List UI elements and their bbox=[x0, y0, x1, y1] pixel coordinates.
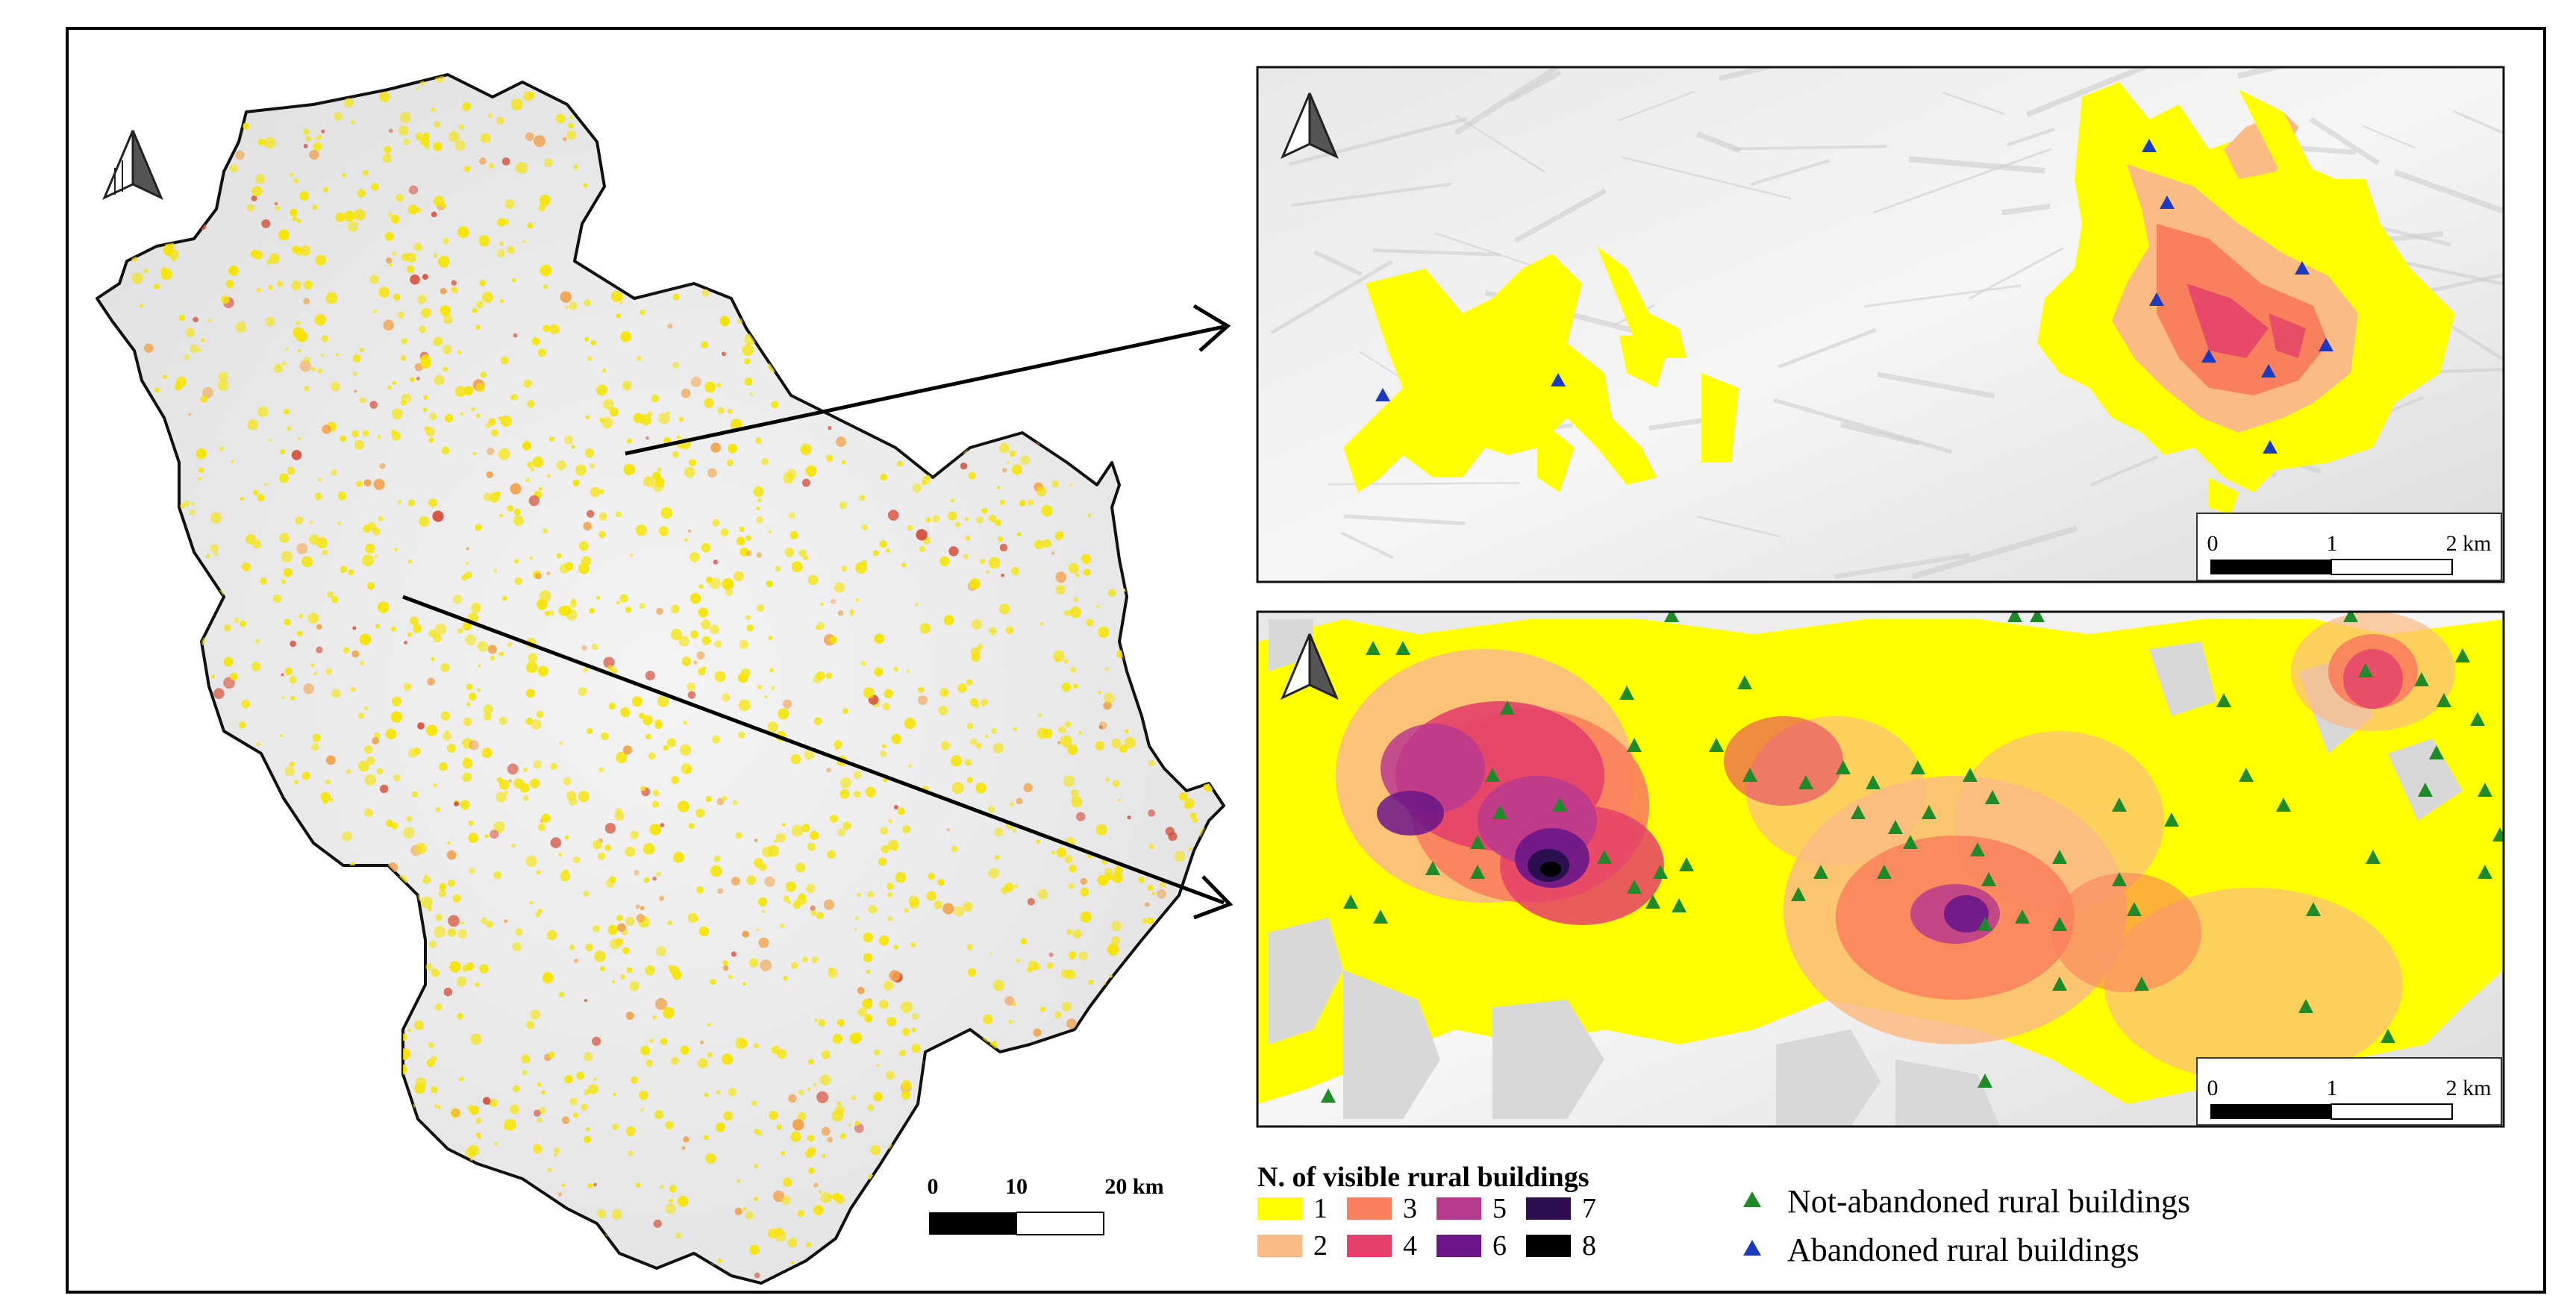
connector-arrow-top bbox=[625, 304, 1231, 456]
bottom-scale-label-mid: 1 bbox=[2327, 1076, 2338, 1100]
scale-label-end: 20 km bbox=[1104, 1174, 1163, 1199]
legend-class-4: 4 bbox=[1347, 1230, 1417, 1262]
figure-frame bbox=[66, 27, 2546, 1294]
legend-swatch bbox=[1526, 1235, 1571, 1257]
regional-map: 0 10 20 km bbox=[96, 73, 1234, 1285]
legend-classes: 1 2 3 4 5 6 7 8 bbox=[1257, 1193, 1596, 1262]
legend-class-label: 7 bbox=[1582, 1193, 1596, 1224]
legend-swatch bbox=[1347, 1235, 1392, 1257]
bottom-scale-label-0: 0 bbox=[2207, 1076, 2219, 1100]
top-scale-label-0: 0 bbox=[2207, 531, 2219, 556]
abandoned-markers bbox=[1375, 139, 2333, 454]
legend-class-label: 3 bbox=[1403, 1193, 1417, 1224]
legend-swatch bbox=[1257, 1197, 1302, 1220]
top-scale-bar: 0 1 2 km bbox=[2196, 513, 2502, 581]
north-arrow-icon bbox=[1281, 93, 1339, 160]
legend-swatch bbox=[1526, 1197, 1571, 1220]
legend: N. of visible rural buildings 1 2 3 4 5 6 7 8 N… bbox=[1257, 1162, 2190, 1268]
top-scale-label-mid: 1 bbox=[2327, 531, 2338, 556]
legend-marker-abandoned: Abandoned rural buildings bbox=[1743, 1232, 2139, 1268]
legend-class-2: 2 bbox=[1257, 1230, 1328, 1262]
bottom-scale-label-end: 2 km bbox=[2446, 1076, 2492, 1100]
legend-class-7: 7 bbox=[1526, 1193, 1596, 1224]
legend-class-label: 8 bbox=[1582, 1230, 1596, 1262]
scale-label-0: 0 bbox=[928, 1174, 939, 1199]
legend-class-6: 6 bbox=[1437, 1230, 1507, 1262]
legend-class-label: 6 bbox=[1492, 1230, 1507, 1262]
bottom-viewshed-overlap bbox=[1336, 612, 2455, 1082]
bottom-scale-bar: 0 1 2 km bbox=[2196, 1057, 2502, 1126]
legend-class-3: 3 bbox=[1347, 1193, 1417, 1224]
legend-marker-label: Abandoned rural buildings bbox=[1787, 1232, 2139, 1268]
legend-class-1: 1 bbox=[1257, 1193, 1328, 1224]
top-scale-label-end: 2 km bbox=[2446, 531, 2492, 556]
inset-top: 0 1 2 km bbox=[1256, 66, 2505, 583]
not-abandoned-markers bbox=[1321, 612, 2504, 1103]
connector-arrow-bottom bbox=[402, 595, 1234, 920]
regional-scale-bar: 0 10 20 km bbox=[928, 1174, 1164, 1235]
legend-class-label: 2 bbox=[1313, 1230, 1328, 1262]
legend-class-label: 1 bbox=[1313, 1193, 1328, 1224]
legend-title: N. of visible rural buildings bbox=[1257, 1162, 1589, 1193]
north-arrow-icon bbox=[1281, 633, 1339, 701]
legend-swatch bbox=[1257, 1235, 1302, 1257]
legend-swatch bbox=[1347, 1197, 1392, 1220]
legend-marker-not-abandoned: Not-abandoned rural buildings bbox=[1743, 1183, 2190, 1220]
legend-class-8: 8 bbox=[1526, 1230, 1596, 1262]
inset-bottom: 0 1 2 km bbox=[1256, 610, 2505, 1128]
green-triangle-icon bbox=[1743, 1191, 1761, 1207]
scale-label-mid: 10 bbox=[1005, 1174, 1028, 1199]
legend-class-5: 5 bbox=[1437, 1193, 1507, 1224]
top-hillshade bbox=[1270, 67, 2504, 580]
north-arrow-icon bbox=[102, 130, 163, 201]
legend-class-label: 4 bbox=[1403, 1230, 1417, 1262]
blue-triangle-icon bbox=[1743, 1240, 1761, 1256]
legend-class-label: 5 bbox=[1492, 1193, 1507, 1224]
legend-swatch bbox=[1437, 1235, 1481, 1257]
top-east-viewshed bbox=[2037, 82, 2455, 515]
legend-swatch bbox=[1437, 1197, 1481, 1220]
top-west-viewshed bbox=[1343, 246, 1739, 492]
legend-marker-label: Not-abandoned rural buildings bbox=[1787, 1183, 2190, 1220]
bottom-terrain-gaps bbox=[1269, 619, 2463, 1127]
region-boundary bbox=[96, 73, 1225, 1285]
